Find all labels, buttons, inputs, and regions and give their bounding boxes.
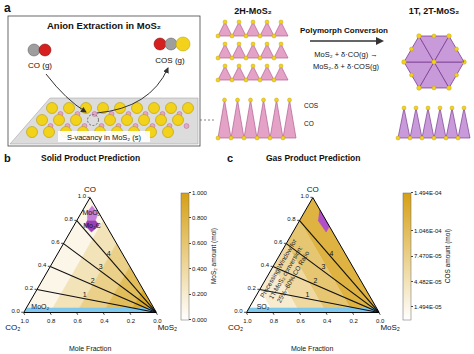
svg-text:1.0: 1.0 bbox=[21, 318, 30, 324]
svg-text:a: a bbox=[4, 1, 11, 15]
svg-text:0.600: 0.600 bbox=[192, 240, 208, 246]
svg-text:CO₂: CO₂ bbox=[228, 323, 243, 332]
svg-text:MoS₂: MoS₂ bbox=[158, 323, 178, 332]
svg-text:COS (g): COS (g) bbox=[155, 56, 185, 65]
svg-text:1.000: 1.000 bbox=[192, 190, 208, 196]
svg-text:Gas Product Prediction: Gas Product Prediction bbox=[266, 153, 360, 163]
svg-text:0.0: 0.0 bbox=[153, 318, 162, 324]
svg-text:CO: CO bbox=[304, 120, 314, 127]
svg-text:7.470E-05: 7.470E-05 bbox=[414, 253, 442, 259]
svg-text:0.000: 0.000 bbox=[192, 317, 208, 323]
svg-text:S-vacancy in MoS₂ (s): S-vacancy in MoS₂ (s) bbox=[67, 133, 142, 142]
svg-text:1.0: 1.0 bbox=[301, 193, 310, 199]
svg-text:c: c bbox=[227, 152, 233, 164]
svg-text:0.4: 0.4 bbox=[100, 318, 109, 324]
svg-text:0.6: 0.6 bbox=[74, 318, 83, 324]
svg-text:0.8: 0.8 bbox=[287, 216, 296, 222]
svg-text:MoS₂ + δ·CO(g) →: MoS₂ + δ·CO(g) → bbox=[314, 50, 378, 59]
svg-text:2H-MoS₂: 2H-MoS₂ bbox=[234, 6, 272, 16]
svg-text:2: 2 bbox=[314, 277, 318, 284]
svg-text:1.0: 1.0 bbox=[78, 193, 87, 199]
svg-text:Mole Fraction: Mole Fraction bbox=[291, 345, 334, 352]
svg-text:0.4: 0.4 bbox=[261, 262, 270, 268]
svg-text:0.8: 0.8 bbox=[270, 318, 279, 324]
svg-text:CO: CO bbox=[307, 185, 319, 194]
svg-text:Mole Fraction: Mole Fraction bbox=[69, 345, 112, 352]
svg-text:0.8: 0.8 bbox=[65, 216, 74, 222]
svg-text:0.6: 0.6 bbox=[51, 239, 60, 245]
svg-text:Solid Product Prediction: Solid Product Prediction bbox=[41, 153, 140, 163]
svg-text:2: 2 bbox=[91, 277, 95, 284]
svg-text:0.2: 0.2 bbox=[349, 318, 358, 324]
svg-text:COS amount (mol): COS amount (mol) bbox=[444, 229, 452, 283]
svg-text:0.4: 0.4 bbox=[323, 318, 332, 324]
svg-text:0.2: 0.2 bbox=[25, 285, 34, 291]
svg-text:Mo₂C: Mo₂C bbox=[83, 222, 101, 229]
svg-text:4.482E-05: 4.482E-05 bbox=[414, 279, 442, 285]
svg-text:MoO₂: MoO₂ bbox=[82, 209, 100, 216]
svg-text:MoS₂ amount (mol): MoS₂ amount (mol) bbox=[210, 228, 218, 284]
svg-text:0.6: 0.6 bbox=[296, 318, 305, 324]
svg-text:CO (g): CO (g) bbox=[28, 61, 52, 70]
svg-text:1: 1 bbox=[306, 291, 310, 298]
svg-text:Anion Extraction in MoS₂: Anion Extraction in MoS₂ bbox=[47, 20, 161, 31]
svg-text:b: b bbox=[4, 152, 11, 164]
svg-text:0.4: 0.4 bbox=[38, 262, 47, 268]
svg-text:0.200: 0.200 bbox=[192, 291, 208, 297]
svg-text:3: 3 bbox=[322, 263, 326, 270]
svg-text:4: 4 bbox=[107, 250, 111, 257]
svg-text:3: 3 bbox=[99, 263, 103, 270]
svg-text:MoS₂₋δ + δ·COS(g): MoS₂₋δ + δ·COS(g) bbox=[313, 62, 380, 71]
svg-text:1.494E-04: 1.494E-04 bbox=[414, 190, 442, 196]
svg-text:1.0: 1.0 bbox=[243, 318, 252, 324]
svg-text:Processing Window for1T-MoS₂ c: Processing Window for1T-MoS₂ conversion:… bbox=[259, 237, 313, 307]
svg-text:CO: CO bbox=[84, 185, 96, 194]
svg-text:0.0: 0.0 bbox=[234, 308, 243, 314]
svg-text:0.8: 0.8 bbox=[47, 318, 56, 324]
svg-text:Polymorph Conversion: Polymorph Conversion bbox=[300, 26, 388, 35]
svg-text:0.0: 0.0 bbox=[376, 318, 385, 324]
svg-text:MoO₂: MoO₂ bbox=[31, 303, 49, 310]
svg-text:CO₂: CO₂ bbox=[5, 323, 20, 332]
svg-text:1.046E-04: 1.046E-04 bbox=[414, 228, 442, 234]
svg-text:0.0: 0.0 bbox=[11, 308, 20, 314]
svg-text:0.2: 0.2 bbox=[127, 318, 136, 324]
svg-text:0.800: 0.800 bbox=[192, 215, 208, 221]
svg-text:0.2: 0.2 bbox=[248, 285, 257, 291]
svg-text:1T, 2T-MoS₂: 1T, 2T-MoS₂ bbox=[409, 6, 460, 16]
svg-text:1: 1 bbox=[83, 291, 87, 298]
svg-text:SO₂: SO₂ bbox=[257, 303, 270, 310]
svg-text:0.400: 0.400 bbox=[192, 266, 208, 272]
svg-text:1.494E-05: 1.494E-05 bbox=[414, 304, 442, 310]
svg-text:MoS₂: MoS₂ bbox=[380, 323, 400, 332]
svg-text:4: 4 bbox=[329, 250, 333, 257]
svg-text:0.6: 0.6 bbox=[274, 239, 283, 245]
svg-text:COS: COS bbox=[304, 102, 319, 109]
